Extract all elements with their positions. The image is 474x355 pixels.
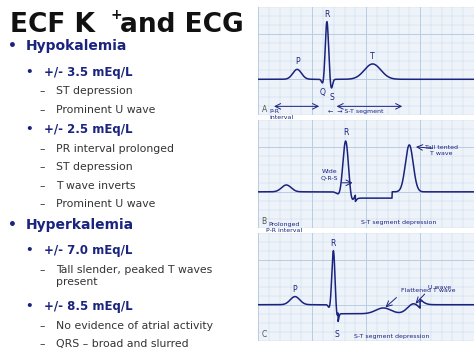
Text: C: C — [262, 330, 267, 339]
Text: •: • — [8, 39, 17, 53]
Text: –: – — [39, 265, 45, 275]
Text: T: T — [370, 52, 375, 61]
Text: ST depression: ST depression — [56, 162, 132, 172]
Text: ST depression: ST depression — [56, 86, 132, 96]
Text: –: – — [39, 339, 45, 349]
Text: +: + — [110, 8, 122, 22]
Text: Q: Q — [319, 88, 326, 97]
Text: –: – — [39, 162, 45, 172]
Text: R: R — [324, 10, 329, 19]
Text: T wave inverts: T wave inverts — [56, 181, 135, 191]
Text: •: • — [26, 244, 33, 257]
Text: Wide
Q-R-S: Wide Q-R-S — [321, 169, 338, 180]
Text: –: – — [39, 181, 45, 191]
Text: Tall slender, peaked T waves
present: Tall slender, peaked T waves present — [56, 265, 212, 287]
Text: +/- 3.5 mEq/L: +/- 3.5 mEq/L — [45, 66, 133, 79]
Text: •: • — [26, 123, 33, 136]
Text: P: P — [292, 284, 297, 294]
Text: ECF K: ECF K — [10, 12, 95, 38]
Text: –: – — [39, 86, 45, 96]
Text: ←  → S-T segment: ← → S-T segment — [328, 109, 383, 114]
Text: R: R — [331, 239, 336, 248]
Text: –: – — [39, 321, 45, 331]
Text: Prolonged
P-R interval: Prolonged P-R interval — [266, 223, 302, 233]
Text: S-T segment depression: S-T segment depression — [355, 334, 430, 339]
Text: –: – — [39, 144, 45, 154]
Text: and ECG: and ECG — [120, 12, 244, 38]
Text: Hyperkalemia: Hyperkalemia — [26, 218, 134, 231]
Text: R: R — [343, 128, 348, 137]
Text: •: • — [26, 300, 33, 313]
Text: –: – — [39, 105, 45, 115]
Text: •: • — [8, 218, 17, 231]
Text: U wave: U wave — [428, 285, 451, 290]
Text: B: B — [262, 217, 267, 226]
Text: Prominent U wave: Prominent U wave — [56, 199, 155, 209]
Text: Flattened T wave: Flattened T wave — [401, 288, 455, 293]
Text: S: S — [335, 329, 339, 339]
Text: –: – — [39, 199, 45, 209]
Text: Prominent U wave: Prominent U wave — [56, 105, 155, 115]
Text: P: P — [295, 57, 300, 66]
Text: QRS – broad and slurred: QRS – broad and slurred — [56, 339, 188, 349]
Text: PR interval prolonged: PR interval prolonged — [56, 144, 174, 154]
Text: +/- 2.5 mEq/L: +/- 2.5 mEq/L — [45, 123, 133, 136]
Text: Tall tented
T wave: Tall tented T wave — [425, 145, 458, 156]
Text: P-R
interval: P-R interval — [269, 109, 293, 120]
Text: S: S — [329, 93, 334, 102]
Text: +/- 8.5 mEq/L: +/- 8.5 mEq/L — [45, 300, 133, 313]
Text: No evidence of atrial activity: No evidence of atrial activity — [56, 321, 213, 331]
Text: A: A — [262, 105, 267, 114]
Text: S-T segment depression: S-T segment depression — [361, 220, 436, 225]
Text: •: • — [26, 66, 33, 79]
Text: +/- 7.0 mEq/L: +/- 7.0 mEq/L — [45, 244, 133, 257]
Text: Hypokalemia: Hypokalemia — [26, 39, 127, 53]
